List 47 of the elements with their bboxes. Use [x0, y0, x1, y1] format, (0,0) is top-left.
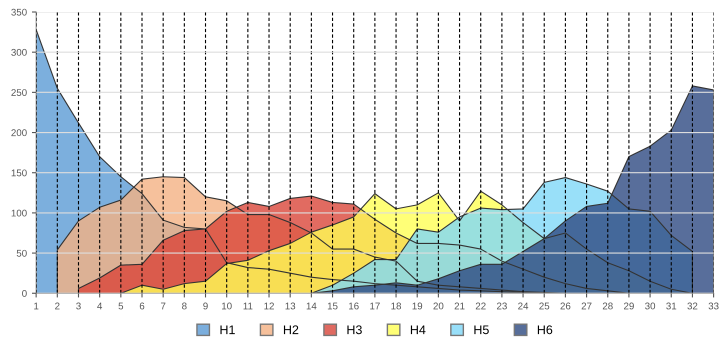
y-tick-label: 250	[11, 89, 27, 96]
x-tick-label: 23	[496, 302, 507, 310]
y-tick-label: 150	[12, 169, 27, 176]
x-tick-label: 6	[140, 302, 144, 310]
x-tick-label: 24	[518, 302, 528, 310]
x-tick-label: 31	[666, 302, 676, 310]
x-tick-label: 12	[264, 302, 274, 310]
y-tick-label: 0	[22, 290, 27, 297]
x-tick-label: 18	[391, 302, 402, 310]
x-tick-label: 3	[76, 302, 81, 310]
legend-label: H6	[538, 325, 552, 334]
x-tick-label: 22	[476, 302, 486, 310]
x-tick-label: 14	[306, 302, 316, 310]
legend-label: H1	[220, 325, 235, 334]
legend-label: H5	[474, 325, 489, 334]
x-tick-label: 17	[370, 302, 380, 310]
x-tick-label: 16	[349, 302, 359, 310]
y-tick-label: 350	[11, 8, 27, 16]
legend-label: H3	[347, 325, 362, 334]
x-tick-label: 27	[582, 302, 592, 310]
x-tick-label: 20	[433, 302, 444, 310]
x-tick-label: 25	[539, 302, 550, 310]
x-tick-label: 13	[286, 302, 296, 310]
y-tick-label: 300	[11, 48, 27, 56]
x-tick-label: 32	[687, 302, 698, 310]
legend-label: H2	[284, 325, 298, 334]
x-tick-label: 19	[412, 302, 422, 310]
x-tick-label: 29	[624, 302, 634, 310]
x-tick-label: 2	[55, 302, 60, 310]
x-tick-label: 5	[118, 302, 124, 310]
x-tick-label: 28	[602, 302, 613, 310]
x-tick-label: 30	[645, 302, 656, 310]
y-tick-label: 50	[16, 250, 27, 257]
y-tick-label: 200	[11, 129, 27, 136]
x-tick-label: 4	[97, 302, 102, 310]
x-tick-label: 9	[203, 302, 208, 310]
x-tick-label: 11	[244, 302, 252, 310]
x-tick-label: 1	[34, 302, 38, 310]
x-tick-label: 33	[708, 302, 719, 310]
x-tick-label: 10	[222, 302, 232, 310]
x-tick-label: 26	[560, 302, 570, 310]
x-tick-label: 7	[160, 302, 166, 310]
x-tick-label: 21	[454, 302, 464, 310]
legend-label: H4	[410, 325, 426, 334]
y-tick-label: 100	[12, 210, 27, 217]
x-tick-label: 8	[182, 302, 187, 310]
x-tick-label: 15	[328, 302, 338, 310]
